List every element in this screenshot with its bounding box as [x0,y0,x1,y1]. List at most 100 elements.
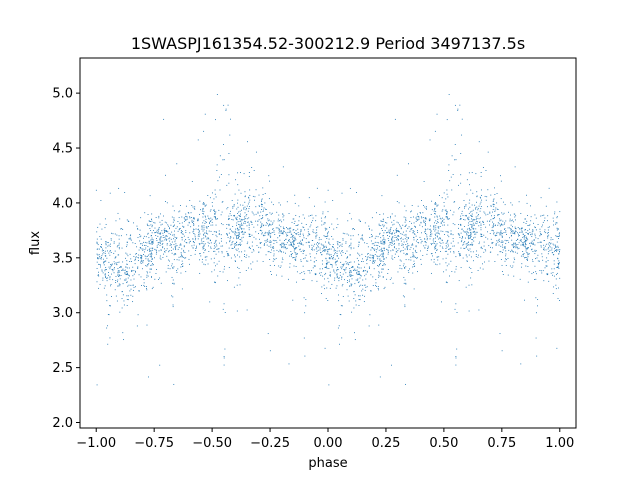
data-point [348,281,350,283]
data-point [191,181,193,182]
data-point [151,264,153,266]
data-point [417,232,419,233]
data-point [265,208,266,210]
data-point [340,244,342,246]
data-point [100,246,102,248]
data-point [403,252,405,254]
data-point [371,261,373,263]
data-point [417,213,418,215]
data-point [328,281,330,283]
data-point [539,235,541,237]
data-point [109,276,111,278]
data-point [203,237,205,239]
data-point [492,226,494,228]
data-point [514,230,516,232]
data-point [105,267,107,269]
data-point [323,284,325,286]
data-point [326,238,328,239]
data-point [132,301,134,303]
data-point [514,246,516,248]
data-point [453,250,455,252]
data-point [270,220,272,222]
data-point [487,213,489,215]
data-point [163,118,165,120]
data-point [526,252,528,254]
data-point [390,217,391,219]
data-point [470,232,471,234]
data-point [262,234,264,236]
data-point [380,263,381,265]
data-point [235,217,237,219]
data-point [294,194,296,196]
data-point [292,238,293,240]
data-point [437,204,439,206]
data-point [509,237,510,239]
data-point [510,202,512,204]
data-point [173,220,175,222]
data-point [518,228,520,230]
data-point [358,267,360,269]
data-point [468,227,470,229]
data-point [548,232,549,234]
data-point [490,205,492,207]
data-point [187,224,189,226]
data-point [301,240,303,242]
data-point [509,218,511,220]
data-point [260,247,262,249]
data-point [109,266,111,268]
data-point [221,252,223,254]
data-point [545,243,547,245]
data-point [359,277,361,279]
data-point [341,250,343,252]
data-point [305,242,307,244]
data-point [455,356,457,357]
data-point [383,220,385,222]
data-point [271,274,272,275]
data-point [146,242,148,244]
data-point [465,204,467,206]
data-point [323,250,325,251]
data-point [298,205,300,207]
data-point [236,219,238,221]
data-point [377,247,378,249]
data-point [329,254,331,256]
data-point [446,241,448,243]
data-point [273,231,275,233]
data-point [117,279,119,281]
data-point [424,217,426,219]
data-point [329,244,331,246]
data-point [168,233,170,235]
data-point [500,232,502,234]
data-point [98,248,100,250]
data-point [405,383,406,385]
data-point [197,220,199,222]
data-point [460,225,462,227]
data-point [224,348,226,350]
data-point [411,256,413,258]
data-point [543,214,545,216]
data-point [202,233,204,235]
data-point [350,238,352,240]
data-point [517,235,519,237]
data-point [157,232,159,234]
data-point [405,282,407,284]
data-point [375,235,377,237]
data-point [259,227,261,229]
data-point [171,276,173,278]
data-point [293,223,295,224]
y-axis-label: flux [28,231,43,255]
data-point [100,257,102,259]
data-point [141,260,143,262]
data-point [541,234,542,235]
data-point [315,226,317,228]
data-point [391,238,393,240]
data-point [326,236,328,237]
data-point [460,215,462,217]
data-point [534,249,536,251]
data-point [387,250,389,252]
data-point [555,222,557,224]
data-point [445,257,447,259]
data-point [530,242,532,244]
data-point [225,109,227,111]
data-point [146,274,148,276]
